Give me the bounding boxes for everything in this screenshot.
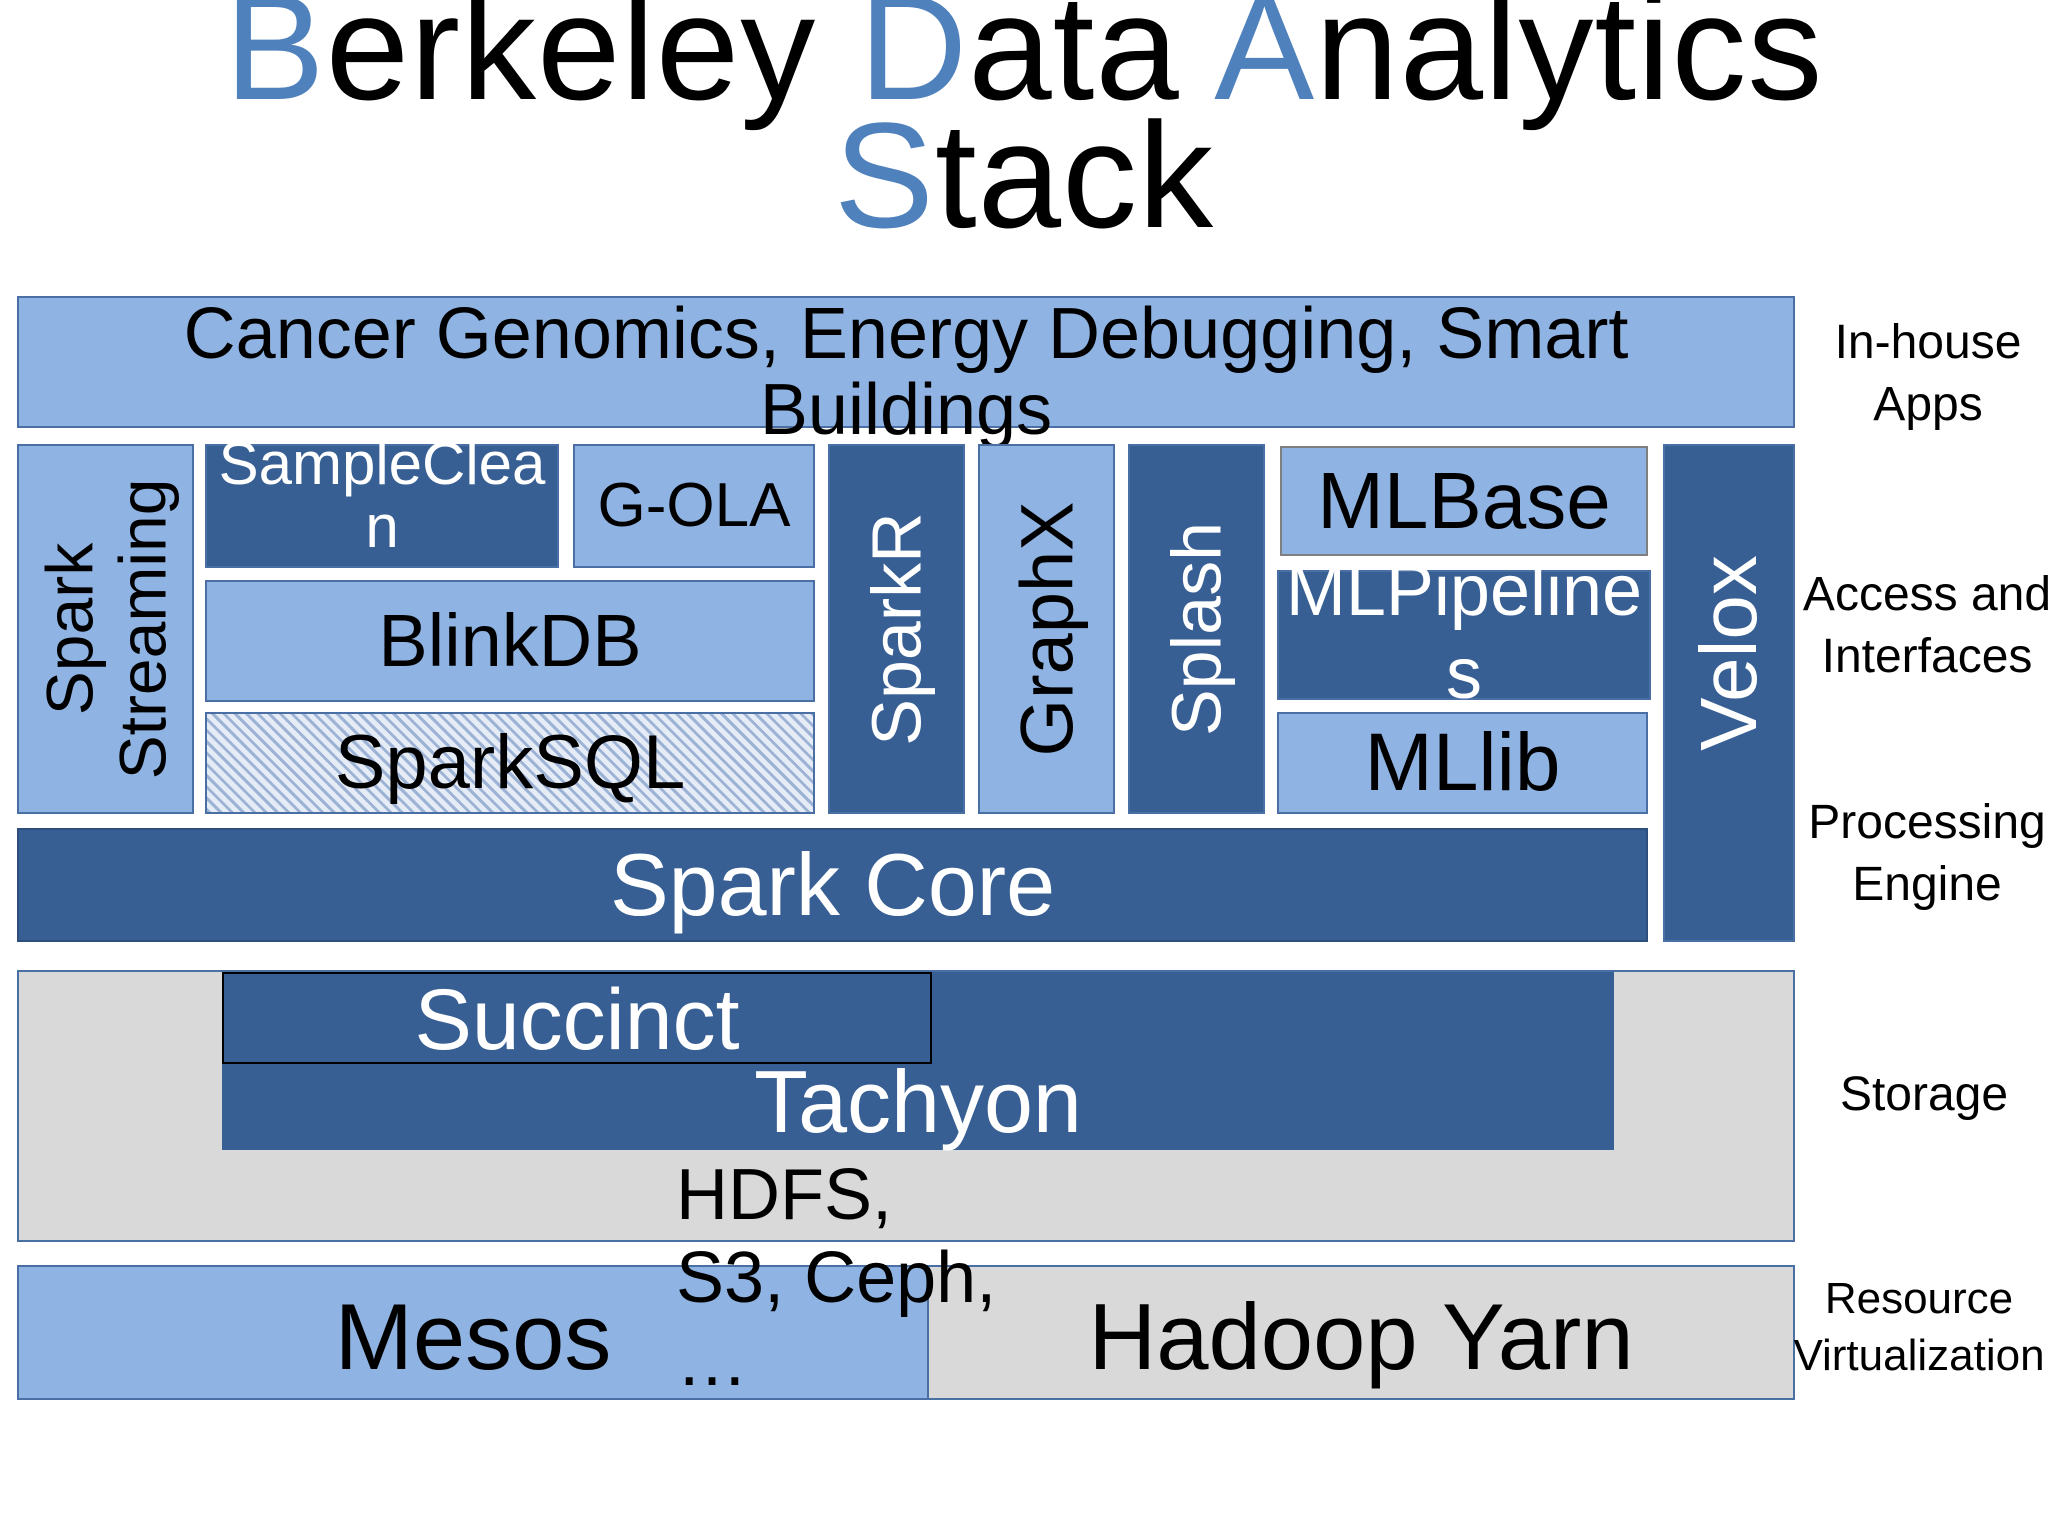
title-line-1: Berkeley Data Analytics <box>0 0 2048 122</box>
tachyon-label: Tachyon <box>754 1051 1082 1151</box>
spark-core-label: Spark Core <box>609 834 1056 934</box>
title-initial-0: S <box>833 91 935 259</box>
layer-label-storage: Storage <box>1839 1068 2009 1121</box>
title-initial-2: D <box>858 0 969 131</box>
mllib-label: MLlib <box>1364 716 1561 808</box>
graphx-label: GraphX <box>1004 501 1088 757</box>
apps-label: Cancer Genomics, Energy Debugging, Smart… <box>183 294 1629 450</box>
title-line-2: Stack <box>0 100 2048 250</box>
sparksql-block: SparkSQL <box>205 712 815 814</box>
layer-label-processing: Processing Engine <box>1808 796 2046 912</box>
mlbase-block: MLBase <box>1280 446 1648 556</box>
sampleclean-label: SampleClean <box>218 430 546 560</box>
hdfs-label: HDFS, S3, Ceph, … <box>676 1155 997 1401</box>
hadoop-yarn-label: Hadoop Yarn <box>1088 1284 1634 1390</box>
g-ola-block: G-OLA <box>573 444 815 568</box>
blinkdb-label: BlinkDB <box>378 599 642 683</box>
title-initial-0: B <box>224 0 326 131</box>
g-ola-label: G-OLA <box>597 471 791 541</box>
layer-label-resource: Resource Virtualization <box>1793 1274 2045 1381</box>
sparkr-block: SparkR <box>828 444 965 814</box>
succinct-label: Succinct <box>414 971 740 1068</box>
mllib-block: MLlib <box>1277 712 1648 814</box>
sparksql-label: SparkSQL <box>334 720 686 806</box>
velox-label: Velox <box>1684 555 1773 751</box>
mlpipelines-block: MLPipelines <box>1277 551 1651 714</box>
sampleclean-block: SampleClean <box>205 432 559 568</box>
sparkr-label: SparkR <box>857 512 935 746</box>
title-segment-3: ata <box>968 0 1215 131</box>
title-segment-1: erkeley <box>325 0 859 131</box>
succinct-block: Succinct <box>222 971 932 1068</box>
splash-label: Splash <box>1157 521 1235 737</box>
title-initial-4: A <box>1214 0 1316 131</box>
velox-block: Velox <box>1663 444 1795 942</box>
graphx-block: GraphX <box>978 444 1115 814</box>
spark-streaming-block: Spark Streaming <box>17 444 194 814</box>
hadoop-yarn-block: Hadoop Yarn <box>927 1265 1795 1400</box>
mlpipelines-label: MLPipelines <box>1285 551 1643 714</box>
mlbase-label: MLBase <box>1317 456 1611 545</box>
blinkdb-block: BlinkDB <box>205 580 815 702</box>
title-segment-1: tack <box>934 91 1215 259</box>
title-segment-5: nalytics <box>1315 0 1824 131</box>
mesos-block: Mesos <box>17 1265 929 1400</box>
spark-streaming-label: Spark Streaming <box>31 478 179 780</box>
layer-label-access: Access and Interfaces <box>1802 568 2048 684</box>
spark-core-block: Spark Core <box>17 828 1648 942</box>
splash-block: Splash <box>1128 444 1265 814</box>
apps-layer-block: Cancer Genomics, Energy Debugging, Smart… <box>17 296 1795 448</box>
mesos-label: Mesos <box>334 1284 612 1390</box>
layer-label-inhouse: In-house Apps <box>1834 316 2022 432</box>
